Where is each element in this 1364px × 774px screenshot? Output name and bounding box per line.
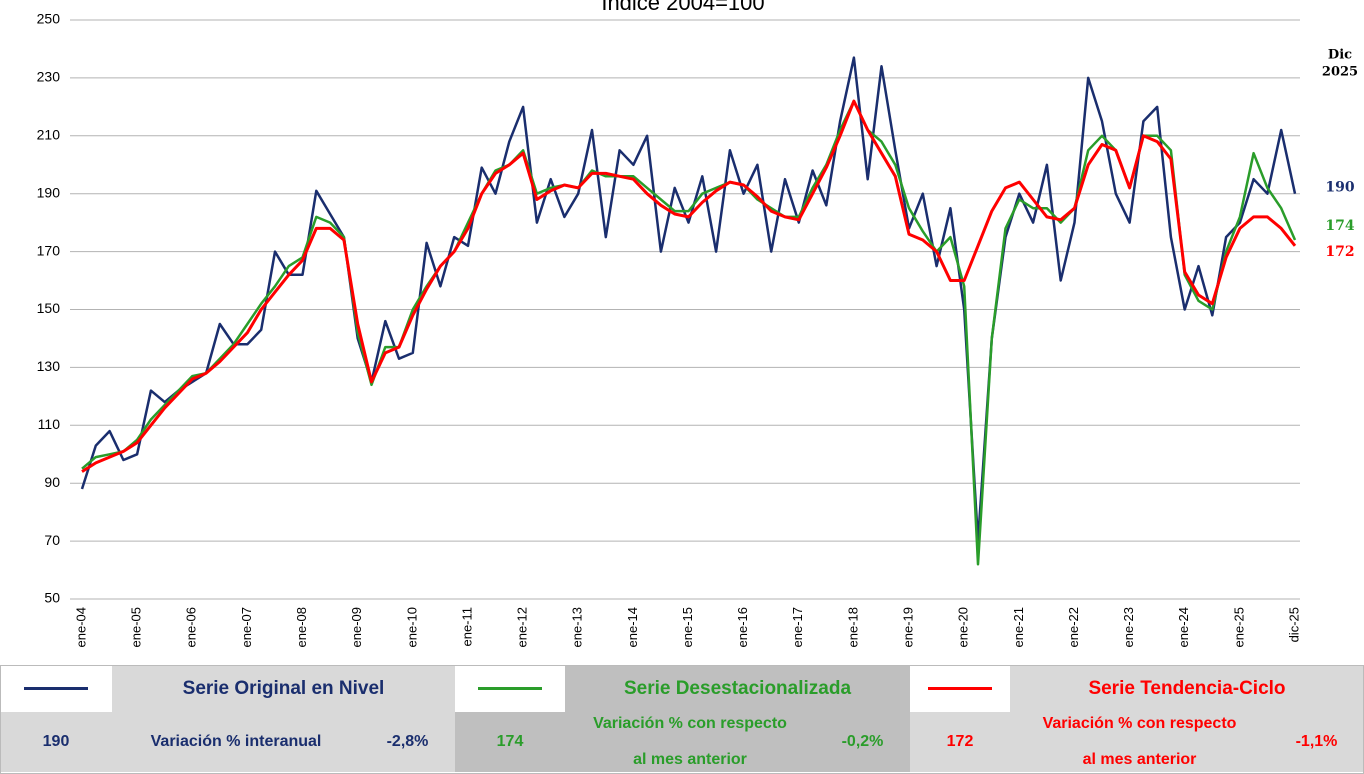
x-tick-label: ene-10 bbox=[404, 607, 419, 647]
x-tick-label: ene-13 bbox=[570, 607, 585, 647]
legend-label: Serie Original en Nivel bbox=[112, 665, 455, 712]
summary-label: Variación % con respecto al mes anterior bbox=[565, 712, 815, 772]
summary-label: Variación % con respecto al mes anterior bbox=[1010, 712, 1269, 772]
cell-text: 172 bbox=[946, 733, 974, 750]
y-tick-label: 90 bbox=[44, 474, 60, 490]
end-value-label: 172 bbox=[1325, 244, 1354, 260]
x-tick-label: ene-19 bbox=[900, 607, 915, 647]
summary-change: -0,2% bbox=[815, 712, 910, 772]
end-value-label: 174 bbox=[1325, 218, 1354, 234]
legend-line bbox=[478, 687, 542, 690]
x-tick-label: ene-07 bbox=[239, 607, 254, 647]
x-tick-label: ene-21 bbox=[1011, 607, 1026, 647]
series-line bbox=[81, 99, 1297, 566]
x-tick-label: ene-20 bbox=[956, 607, 971, 647]
summary-label: Variación % interanual bbox=[112, 712, 360, 772]
y-tick-label: 190 bbox=[37, 184, 61, 200]
y-tick-label: 170 bbox=[37, 242, 61, 258]
y-tick-label: 50 bbox=[44, 590, 60, 606]
legend-line bbox=[928, 687, 992, 690]
cell-text: -0,2% bbox=[841, 733, 884, 750]
x-tick-label: ene-23 bbox=[1121, 607, 1136, 647]
legend-label: Serie Desestacionalizada bbox=[565, 665, 910, 712]
annotation: 2025 bbox=[1322, 65, 1358, 80]
y-tick-label: 70 bbox=[44, 532, 60, 548]
cell-text: Serie Desestacionalizada bbox=[623, 677, 852, 699]
cell-text: al mes anterior bbox=[1082, 751, 1197, 768]
cell-text: Serie Original en Nivel bbox=[182, 677, 385, 699]
x-tick-label: ene-11 bbox=[459, 607, 474, 647]
x-tick-label: ene-12 bbox=[515, 607, 530, 647]
annotation: Dic bbox=[1328, 48, 1352, 63]
x-tick-label: ene-17 bbox=[790, 607, 805, 647]
table-border bbox=[0, 665, 1364, 774]
x-tick-label: ene-25 bbox=[1231, 607, 1246, 647]
x-tick-label: ene-05 bbox=[129, 607, 144, 647]
y-tick-label: 130 bbox=[37, 358, 61, 374]
cell-text: Variación % interanual bbox=[150, 733, 322, 750]
legend-swatch bbox=[910, 665, 1010, 712]
summary-value: 174 bbox=[455, 712, 565, 772]
summary-change: -1,1% bbox=[1269, 712, 1364, 772]
series-line bbox=[80, 56, 1297, 543]
cell-text: Variación % con respecto bbox=[593, 715, 787, 732]
x-tick-label: ene-04 bbox=[73, 607, 88, 647]
x-tick-label: ene-16 bbox=[735, 607, 750, 647]
cell-text: Serie Tendencia-Ciclo bbox=[1088, 677, 1286, 699]
x-tick-label: ene-18 bbox=[845, 607, 860, 647]
summary-value: 190 bbox=[0, 712, 112, 772]
cell-text: al mes anterior bbox=[633, 751, 747, 768]
legend-swatch bbox=[0, 665, 112, 712]
legend-swatch bbox=[455, 665, 565, 712]
cell-text: Variación % con respecto bbox=[1042, 715, 1237, 732]
x-tick-label: ene-08 bbox=[294, 607, 309, 647]
y-tick-label: 150 bbox=[37, 300, 61, 316]
summary-value: 172 bbox=[910, 712, 1010, 772]
x-tick-label: ene-22 bbox=[1066, 607, 1081, 647]
legend-line bbox=[24, 687, 88, 690]
cell-text: -2,8% bbox=[386, 733, 429, 750]
chart-title: Índice 2004=100 bbox=[601, 0, 764, 15]
y-tick-label: 250 bbox=[37, 11, 61, 27]
x-tick-label: ene-09 bbox=[349, 607, 364, 647]
x-tick-label: ene-14 bbox=[625, 607, 640, 647]
end-value-label: 190 bbox=[1325, 180, 1354, 196]
summary-change: -2,8% bbox=[360, 712, 455, 772]
chart: Índice 2004=100 Dic 2025 50 70 90 110 130 150… bbox=[37, 0, 1358, 647]
x-tick-label: ene-24 bbox=[1176, 607, 1191, 647]
series-line bbox=[81, 99, 1297, 473]
y-tick-label: 210 bbox=[37, 127, 61, 143]
cell-text: 174 bbox=[496, 733, 524, 750]
y-tick-label: 110 bbox=[38, 416, 61, 432]
cell-text: -1,1% bbox=[1295, 733, 1338, 750]
x-tick-label: dic-25 bbox=[1286, 607, 1301, 642]
cell-text: 190 bbox=[42, 733, 70, 750]
x-tick-label: ene-15 bbox=[680, 607, 695, 647]
x-tick-label: ene-06 bbox=[184, 607, 199, 647]
legend-label: Serie Tendencia-Ciclo bbox=[1010, 665, 1364, 712]
y-tick-label: 230 bbox=[37, 69, 61, 85]
